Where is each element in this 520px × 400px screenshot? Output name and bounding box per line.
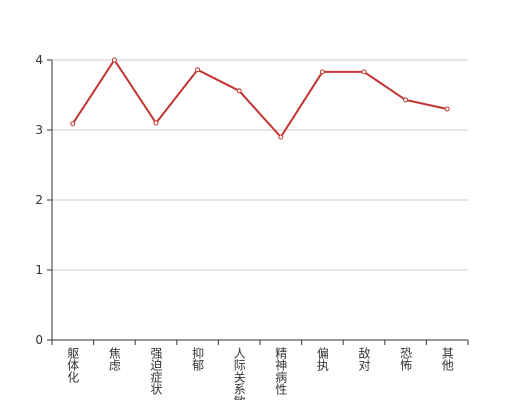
x-tick-label: 偏执 <box>315 346 329 372</box>
x-tick-label: 恐怖 <box>399 347 413 371</box>
x-tick-label: 精神病性 <box>274 347 288 396</box>
line <box>71 58 448 139</box>
x-tick-label: 敌对 <box>357 346 371 371</box>
point <box>278 134 284 140</box>
point <box>236 88 242 94</box>
point <box>403 97 409 103</box>
x-tick-label: 强迫症状 <box>149 347 163 395</box>
y-tick-label: 2 <box>35 193 43 207</box>
point <box>361 69 367 75</box>
point <box>70 121 76 127</box>
point <box>195 67 201 73</box>
point <box>319 69 325 75</box>
point <box>444 106 450 112</box>
x-tick-label: 其他 <box>440 347 454 371</box>
y-tick-label: 1 <box>35 263 43 277</box>
y-tick-label: 4 <box>35 53 43 67</box>
x-tick-label: 抑郁 <box>191 346 205 372</box>
x-tick-label: 焦虑 <box>107 347 121 371</box>
y-tick-label: 0 <box>35 333 43 347</box>
point <box>153 120 159 126</box>
x-tick-label: 躯体化 <box>66 346 80 384</box>
y-tick-label: 3 <box>35 123 43 137</box>
x-tick-label: 人际关系敏感 <box>232 347 246 400</box>
point <box>111 57 117 63</box>
